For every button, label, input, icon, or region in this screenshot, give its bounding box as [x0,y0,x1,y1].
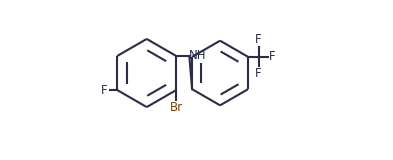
Text: F: F [255,67,262,80]
Text: F: F [255,33,262,46]
Text: Br: Br [170,100,183,114]
Text: F: F [269,50,275,63]
Text: F: F [101,84,107,96]
Text: NH: NH [189,49,207,62]
